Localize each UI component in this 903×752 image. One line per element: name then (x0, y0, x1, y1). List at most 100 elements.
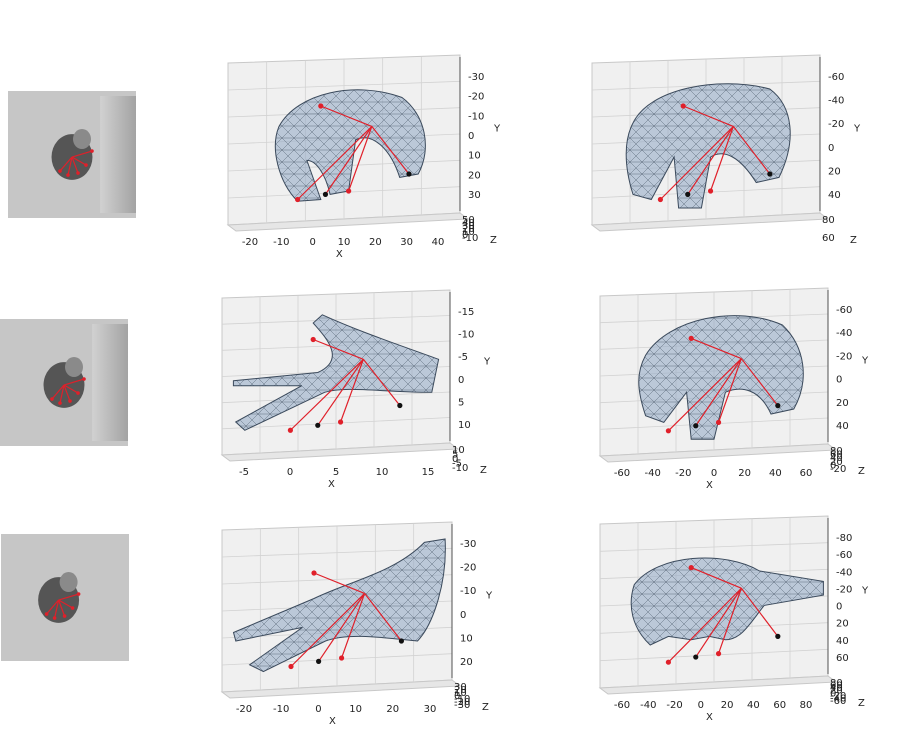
x-tick-label: 0 (309, 237, 315, 248)
skeleton-bone (667, 587, 742, 663)
z-tick-label: 80 (830, 446, 843, 457)
fingertip-joint (693, 654, 699, 660)
fingertip-joint (665, 428, 672, 434)
skeleton-joint (90, 149, 94, 153)
fingertip-joint (346, 188, 352, 194)
hand-skeleton (667, 337, 779, 432)
z-tick-label: 10 (452, 445, 465, 456)
depth-skeleton (51, 378, 85, 404)
hand-skeleton (297, 105, 410, 200)
skeleton-joint (76, 391, 80, 395)
z-axis-label: Z (850, 235, 857, 246)
fingertip-joint (707, 188, 714, 194)
y-tick-label: 20 (828, 166, 841, 177)
skeleton-bone (317, 358, 364, 426)
skeleton-joint (50, 397, 54, 401)
skeleton-bone (695, 358, 742, 427)
skeleton-bone (717, 358, 742, 423)
skeleton-joint (58, 169, 62, 173)
fingertip-joint (311, 570, 317, 576)
z-tick-label: 20 (454, 685, 467, 696)
x-tick-label: -10 (273, 704, 289, 715)
z-tick-label: -40 (830, 693, 846, 704)
x-tick-label: -40 (640, 700, 656, 711)
fingertip-joint (322, 191, 329, 197)
skeleton-joint (62, 614, 67, 618)
z-axis-label: Z (490, 235, 497, 246)
skeleton-joint (76, 171, 80, 175)
skeleton-bone (63, 378, 85, 386)
fingertip-joint (693, 423, 699, 429)
y-tick-label: -40 (828, 96, 844, 107)
z-axis-label: Z (858, 466, 865, 477)
x-tick-label: 0 (698, 700, 704, 711)
x-axis-label: X (706, 480, 713, 491)
y-axis-label: Y (483, 356, 491, 367)
y-tick-label: 10 (468, 151, 481, 162)
y-tick-label: 5 (458, 397, 464, 408)
y-tick-label: -15 (458, 307, 474, 318)
z-tick-label: 60 (822, 233, 835, 244)
x-tick-label: 10 (376, 467, 389, 478)
skeleton-bone (58, 599, 66, 617)
x-tick-label: -10 (273, 237, 289, 248)
skeleton-bone (717, 588, 742, 654)
skeleton-joint (84, 163, 88, 167)
skeleton-bone (318, 593, 366, 662)
z-tick-label: -30 (454, 700, 470, 711)
skeleton-bone (339, 359, 364, 423)
y-axis-label: Y (485, 591, 493, 602)
hand-skeleton (667, 567, 779, 663)
fingertip-joint (715, 419, 722, 425)
z-tick-label: 5 (452, 450, 458, 461)
fingertip-joint (316, 658, 322, 665)
y-tick-label: 0 (468, 131, 474, 142)
y-tick-label: -20 (836, 351, 852, 362)
x-tick-label: 80 (800, 700, 813, 711)
depth-wall (100, 96, 136, 213)
fingertip-joint (680, 103, 686, 109)
x-tick-label: -20 (242, 237, 258, 248)
z-tick-label: 60 (830, 450, 843, 461)
z-axis-label: Z (480, 465, 487, 476)
x-tick-label: 60 (773, 700, 786, 711)
fingertip-joint (287, 427, 293, 433)
hand-mesh (638, 315, 804, 440)
skeleton-joint (66, 173, 70, 177)
skeleton-joint (52, 616, 57, 620)
x-tick-label: 20 (721, 700, 734, 711)
skeleton-bone (348, 126, 373, 192)
y-tick-label: -30 (460, 539, 476, 550)
z-tick-label: 60 (830, 681, 843, 692)
z-tick-label: -10 (452, 463, 468, 474)
y-tick-label: -40 (836, 567, 852, 578)
z-tick-label: 20 (830, 457, 843, 468)
x-tick-label: 40 (769, 468, 782, 479)
z-tick-label: 0 (830, 688, 836, 699)
y-tick-label: 60 (836, 653, 849, 664)
y-tick-label: 0 (828, 143, 834, 154)
z-tick-label: 80 (822, 215, 835, 226)
fingertip-joint (339, 655, 345, 661)
x-tick-label: -20 (675, 468, 691, 479)
depth-skeleton (46, 593, 79, 619)
x-tick-label: 10 (349, 704, 362, 715)
y-tick-label: 0 (458, 375, 464, 386)
hand-skeleton (290, 572, 402, 667)
skeleton-bone (740, 587, 779, 637)
skeleton-bone (312, 338, 364, 360)
y-tick-label: -20 (828, 119, 844, 130)
z-tick-label: 30 (462, 221, 475, 232)
hand-mesh (630, 557, 824, 646)
fingertip-joint (688, 565, 694, 571)
y-tick-label: -5 (458, 352, 468, 363)
skeleton-bone (690, 567, 742, 589)
hand-mesh (625, 83, 791, 209)
z-tick-label: 0 (452, 454, 458, 465)
skeleton-bone (341, 593, 366, 659)
x-axis-label: X (336, 249, 343, 260)
fingertip-joint (315, 422, 321, 428)
row1-plot-right: -60 -40 -20 0 20 40 Y 80 60 Z (590, 54, 861, 246)
